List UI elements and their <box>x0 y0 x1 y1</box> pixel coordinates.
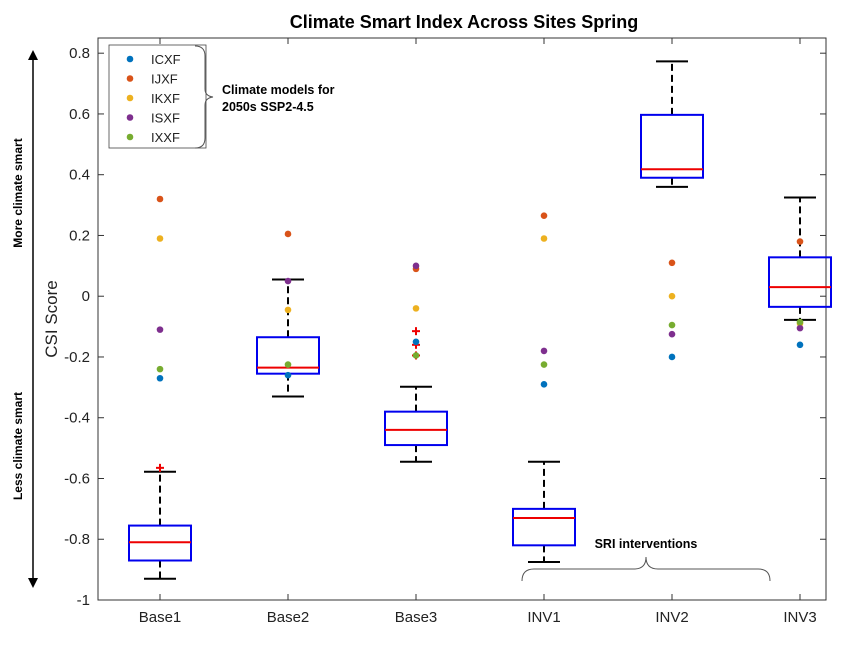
outlier-marker <box>412 327 420 336</box>
point-ixxf <box>796 318 804 326</box>
point-isxf <box>156 326 164 333</box>
point-ikxf <box>668 292 676 300</box>
point-isxf <box>540 347 548 355</box>
chart-title: Climate Smart Index Across Sites Spring <box>290 12 638 32</box>
y-tick-label: -0.2 <box>64 349 90 366</box>
box-inv3 <box>768 196 832 321</box>
legend-marker-icxf <box>126 55 134 63</box>
box-inv2 <box>640 60 704 188</box>
sri-interventions-label: SRI interventions <box>595 537 698 551</box>
point-ikxf <box>540 235 548 242</box>
point-ixxf <box>284 361 292 368</box>
y-tick-label: -1 <box>77 592 90 609</box>
y-tick-label: 0.4 <box>69 167 90 184</box>
iqr-box <box>384 410 448 447</box>
point-icxf <box>540 381 548 388</box>
x-tick-label: INV2 <box>655 609 688 626</box>
point-ijxf <box>540 212 548 220</box>
iqr-box <box>768 256 832 308</box>
x-tick-label: Base2 <box>267 609 310 626</box>
legend-label-isxf: ISXF <box>151 111 180 126</box>
y-tick-label: -0.4 <box>64 410 90 427</box>
legend-note-line2: 2050s SSP2-4.5 <box>222 100 314 114</box>
legend-label-icxf: ICXF <box>151 52 181 67</box>
y-tick-label: 0.6 <box>69 106 90 123</box>
y-axis: 0.8 0.6 0.4 0.2 0 -0.2 -0.4 -0.6 -0.8 -1 <box>64 45 826 609</box>
point-ikxf <box>284 306 292 314</box>
point-ikxf <box>412 305 420 312</box>
legend-label-ixxf: IXXF <box>151 130 180 145</box>
legend-brace <box>194 45 214 149</box>
point-isxf <box>284 277 292 285</box>
point-ixxf <box>412 352 420 359</box>
x-tick-label: Base3 <box>395 609 438 626</box>
legend-note-line1: Climate models for <box>222 83 335 97</box>
point-icxf <box>668 353 676 361</box>
y-tick-label: -0.8 <box>64 531 90 548</box>
point-ikxf <box>156 235 164 242</box>
model-points-layer <box>156 195 804 388</box>
arrow-head-up-icon <box>28 50 38 60</box>
box-inv1 <box>512 460 576 564</box>
y-tick-label: 0 <box>82 288 90 305</box>
plot-area <box>97 37 827 601</box>
point-ixxf <box>156 365 164 373</box>
point-ijxf <box>668 259 676 267</box>
y-tick-label: -0.6 <box>64 470 90 487</box>
point-isxf <box>796 324 804 332</box>
less-climate-smart-label: Less climate smart <box>11 392 25 500</box>
box-base2 <box>256 278 320 398</box>
point-ijxf <box>796 238 804 245</box>
boxes-layer <box>128 60 832 580</box>
point-ixxf <box>668 321 676 329</box>
legend-box <box>108 44 207 149</box>
climate-smart-arrow <box>28 50 38 588</box>
x-tick-label: INV1 <box>527 609 560 626</box>
legend-marker-isxf <box>126 114 134 121</box>
more-climate-smart-label: More climate smart <box>11 138 25 247</box>
y-tick-label: 0.8 <box>69 45 90 62</box>
sri-bracket <box>521 556 771 582</box>
point-ijxf <box>156 195 164 203</box>
legend-marker-ikxf <box>126 94 134 102</box>
legend: ICXF IJXF IKXF ISXF IXXF <box>108 44 207 149</box>
x-axis: Base1 Base2 Base3 INV1 INV2 INV3 <box>139 38 817 626</box>
x-tick-label: Base1 <box>139 609 182 626</box>
point-icxf <box>284 371 292 379</box>
iqr-box <box>640 113 704 179</box>
point-icxf <box>156 374 164 382</box>
point-icxf <box>412 338 420 346</box>
box-base3 <box>384 327 448 463</box>
point-isxf <box>668 330 676 338</box>
x-tick-label: INV3 <box>783 609 816 626</box>
legend-marker-ixxf <box>126 133 134 141</box>
point-ixxf <box>540 361 548 368</box>
y-axis-label: CSI Score <box>42 280 61 357</box>
y-tick-label: 0.2 <box>69 227 90 244</box>
legend-label-ijxf: IJXF <box>151 72 178 87</box>
point-icxf <box>796 341 804 349</box>
outlier-marker <box>156 463 164 472</box>
point-ijxf <box>284 230 292 238</box>
arrow-head-down-icon <box>28 578 38 588</box>
legend-label-ikxf: IKXF <box>151 91 180 106</box>
box-base1 <box>128 463 192 580</box>
legend-marker-ijxf <box>126 75 134 82</box>
point-isxf <box>412 262 420 270</box>
iqr-box <box>512 507 576 547</box>
